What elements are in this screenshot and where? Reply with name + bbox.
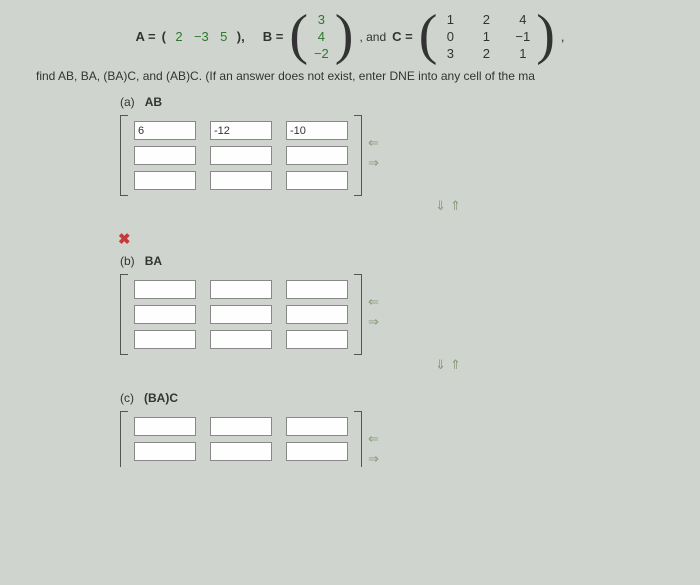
expand-right-icon[interactable]: ⇒ [368, 451, 379, 467]
paren-left-icon: ( [419, 11, 438, 59]
cell-b-0-1[interactable] [210, 280, 272, 299]
label-A: A = [135, 29, 155, 44]
cell-c-0-0[interactable] [134, 417, 196, 436]
instruction-text: find AB, BA, (BA)C, and (AB)C. (If an an… [0, 69, 700, 89]
cell-c-1-0[interactable] [134, 442, 196, 461]
matrix-definitions: A = ( 2 −3 5 ), B = ( 3 4 −2 ) , and C = [0, 12, 700, 61]
A-row: 2 −3 5 [172, 29, 231, 44]
shrink-left-icon[interactable]: ⇐ [368, 294, 379, 310]
incorrect-icon: ✖ [0, 230, 700, 248]
matrix-b [120, 274, 362, 355]
cell-a-1-0[interactable] [134, 146, 196, 165]
cell-b-1-1[interactable] [210, 305, 272, 324]
col-arrows-b[interactable]: ⇐ ⇒ [368, 274, 379, 330]
cell-b-1-2[interactable] [286, 305, 348, 324]
paren-right-icon: ) [536, 11, 555, 59]
A-open: ( [162, 29, 166, 44]
matrix-c [120, 411, 362, 467]
expand-up-icon[interactable]: ⇑ [450, 198, 465, 213]
page: A = ( 2 −3 5 ), B = ( 3 4 −2 ) , and C = [0, 0, 700, 467]
shrink-down-icon[interactable]: ⇓ [435, 357, 450, 372]
cell-b-0-2[interactable] [286, 280, 348, 299]
cell-b-2-0[interactable] [134, 330, 196, 349]
col-arrows-c[interactable]: ⇐ ⇒ [368, 411, 379, 467]
part-b-tag: (b) [120, 254, 135, 268]
part-a: (a) AB [0, 95, 700, 214]
and-text: , and [359, 30, 386, 44]
cell-a-2-1[interactable] [210, 171, 272, 190]
part-c: (c) (BA)C [0, 391, 700, 467]
label-C: C = [392, 29, 413, 44]
cell-c-0-2[interactable] [286, 417, 348, 436]
matrix-a [120, 115, 362, 196]
cell-b-0-0[interactable] [134, 280, 196, 299]
shrink-left-icon[interactable]: ⇐ [368, 135, 379, 151]
cell-a-0-1[interactable] [210, 121, 272, 140]
B-matrix: ( 3 4 −2 ) [289, 12, 353, 61]
label-B: B = [263, 29, 284, 44]
cell-a-2-2[interactable] [286, 171, 348, 190]
cell-c-0-1[interactable] [210, 417, 272, 436]
row-arrows-b[interactable]: ⇓⇑ [120, 357, 700, 373]
trail-comma: , [561, 29, 565, 44]
expand-up-icon[interactable]: ⇑ [450, 357, 465, 372]
part-b-name: BA [145, 254, 162, 268]
cell-b-1-0[interactable] [134, 305, 196, 324]
cell-a-1-2[interactable] [286, 146, 348, 165]
A-close: ), [237, 29, 245, 44]
part-c-tag: (c) [120, 391, 134, 405]
shrink-left-icon[interactable]: ⇐ [368, 431, 379, 447]
cell-b-2-1[interactable] [210, 330, 272, 349]
cell-c-1-1[interactable] [210, 442, 272, 461]
cell-a-2-0[interactable] [134, 171, 196, 190]
paren-left-icon: ( [289, 11, 308, 59]
cell-a-1-1[interactable] [210, 146, 272, 165]
part-c-name: (BA)C [144, 391, 178, 405]
cell-b-2-2[interactable] [286, 330, 348, 349]
expand-right-icon[interactable]: ⇒ [368, 314, 379, 330]
paren-right-icon: ) [335, 11, 354, 59]
part-a-tag: (a) [120, 95, 135, 109]
col-arrows[interactable]: ⇐ ⇒ [368, 115, 379, 171]
part-b: (b) BA [0, 254, 700, 373]
expand-right-icon[interactable]: ⇒ [368, 155, 379, 171]
C-matrix: ( 1 0 3 2 1 2 4 −1 1 [419, 12, 555, 61]
row-arrows[interactable]: ⇓⇑ [120, 198, 700, 214]
shrink-down-icon[interactable]: ⇓ [435, 198, 450, 213]
cell-c-1-2[interactable] [286, 442, 348, 461]
part-a-name: AB [145, 95, 162, 109]
cell-a-0-2[interactable] [286, 121, 348, 140]
cell-a-0-0[interactable] [134, 121, 196, 140]
